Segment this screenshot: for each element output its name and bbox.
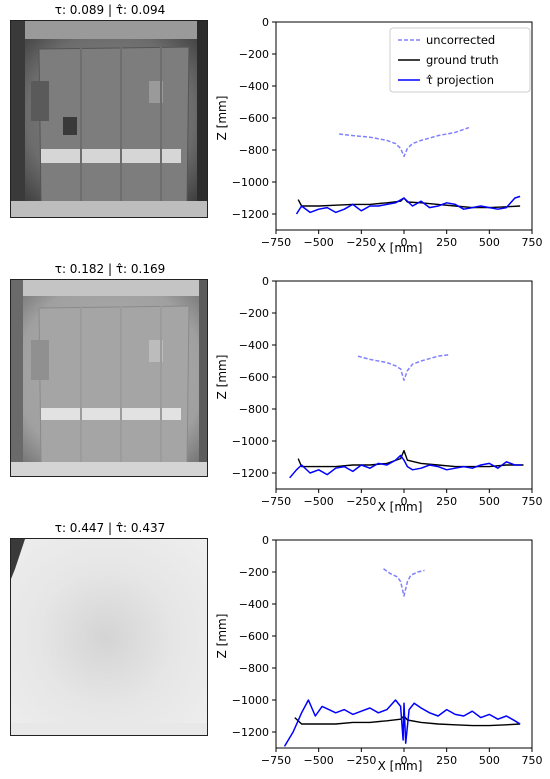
y-tick-label: 0	[262, 16, 269, 29]
camera-image-graphic	[11, 539, 207, 735]
y-tick-label: −600	[239, 371, 269, 384]
image-title: τ: 0.182 | τ̂: 0.169	[54, 262, 166, 276]
axis-ticks: −750 −500 −250 0 250 500 750 0 −200 −400 −600 −800 −…	[232, 275, 543, 508]
panel-row: τ: 0.447 | τ̂: 0.437 −750 −500 −250 0 250 500…	[0, 518, 550, 777]
x-tick-label: 500	[479, 236, 500, 249]
x-tick-label: 0	[401, 495, 408, 508]
x-tick-label: −250	[346, 495, 376, 508]
x-axis-label: X [mm]	[378, 759, 423, 773]
x-tick-label: 250	[436, 495, 457, 508]
series-line-uncorrected	[383, 568, 425, 597]
x-tick-label: 250	[436, 754, 457, 767]
y-tick-label: −1000	[232, 694, 269, 707]
y-tick-label: 0	[262, 275, 269, 288]
y-tick-label: −800	[239, 144, 269, 157]
chart: −750 −500 −250 0 250 500 750 0 −200 −400 −600 −800 −…	[215, 534, 543, 773]
camera-image	[10, 20, 208, 218]
y-tick-label: 0	[262, 534, 269, 547]
legend-label-projection: τ̂ projection	[426, 73, 494, 87]
series-line-projection	[283, 699, 521, 747]
y-axis-label: Z [mm]	[215, 614, 229, 659]
image-title: τ: 0.447 | τ̂: 0.437	[54, 521, 166, 535]
x-tick-label: 500	[479, 495, 500, 508]
y-tick-label: −1200	[232, 208, 269, 221]
chart: −750 −500 −250 0 250 500 750 0 −200 −400 −600 −800 −…	[215, 16, 543, 255]
x-tick-label: −750	[261, 754, 291, 767]
x-tick-label: 0	[401, 754, 408, 767]
x-tick-label: −500	[304, 754, 334, 767]
y-tick-label: −200	[239, 307, 269, 320]
x-tick-label: 750	[522, 495, 543, 508]
camera-image	[10, 279, 208, 477]
camera-image	[10, 538, 208, 736]
x-tick-label: −500	[304, 236, 334, 249]
chart: −750 −500 −250 0 250 500 750 0 −200 −400 −600 −800 −…	[215, 275, 543, 514]
series-line-projection	[295, 195, 521, 215]
y-tick-label: −200	[239, 566, 269, 579]
y-tick-label: −400	[239, 80, 269, 93]
legend-label-uncorrected: uncorrected	[426, 33, 495, 47]
plot-area	[275, 280, 533, 490]
x-tick-label: −250	[346, 754, 376, 767]
panel-row: τ: 0.182 | τ̂: 0.169 −7	[0, 259, 550, 518]
legend-box	[389, 27, 531, 93]
y-tick-label: −1200	[232, 726, 269, 739]
plot-frame	[275, 280, 533, 490]
x-axis-label: X [mm]	[378, 241, 423, 255]
x-tick-label: 500	[479, 754, 500, 767]
y-tick-label: −400	[239, 598, 269, 611]
camera-image-graphic	[11, 280, 207, 476]
y-tick-label: −800	[239, 662, 269, 675]
x-tick-label: 750	[522, 236, 543, 249]
x-tick-label: −250	[346, 236, 376, 249]
y-axis-label: Z [mm]	[215, 96, 229, 141]
legend-label-ground-truth: ground truth	[426, 53, 499, 67]
series-line-projection	[289, 454, 522, 479]
y-tick-label: −1200	[232, 467, 269, 480]
x-tick-label: −750	[261, 236, 291, 249]
legend: uncorrected ground truth τ̂ projection	[389, 27, 531, 93]
camera-image-graphic	[11, 21, 207, 217]
x-tick-label: 0	[401, 236, 408, 249]
axis-ticks: −750 −500 −250 0 250 500 750 0 −200 −400 −600 −800 −…	[232, 16, 543, 249]
y-tick-label: −800	[239, 403, 269, 416]
y-tick-label: −400	[239, 339, 269, 352]
plot-area	[275, 21, 533, 231]
x-tick-label: −500	[304, 495, 334, 508]
y-tick-label: −200	[239, 48, 269, 61]
y-tick-label: −1000	[232, 435, 269, 448]
x-tick-label: 250	[436, 236, 457, 249]
series-line-uncorrected	[339, 126, 470, 158]
y-axis-label: Z [mm]	[215, 355, 229, 400]
y-tick-label: −600	[239, 630, 269, 643]
axis-ticks: −750 −500 −250 0 250 500 750 0 −200 −400 −600 −800 −…	[232, 534, 543, 767]
x-tick-label: −750	[261, 495, 291, 508]
plot-area	[275, 539, 533, 749]
x-axis-label: X [mm]	[378, 500, 423, 514]
panel-row: τ: 0.089 | τ̂: 0.094	[0, 0, 550, 259]
y-tick-label: −600	[239, 112, 269, 125]
image-title: τ: 0.089 | τ̂: 0.094	[54, 3, 166, 17]
series-line-uncorrected	[357, 353, 451, 381]
y-tick-label: −1000	[232, 176, 269, 189]
x-tick-label: 750	[522, 754, 543, 767]
